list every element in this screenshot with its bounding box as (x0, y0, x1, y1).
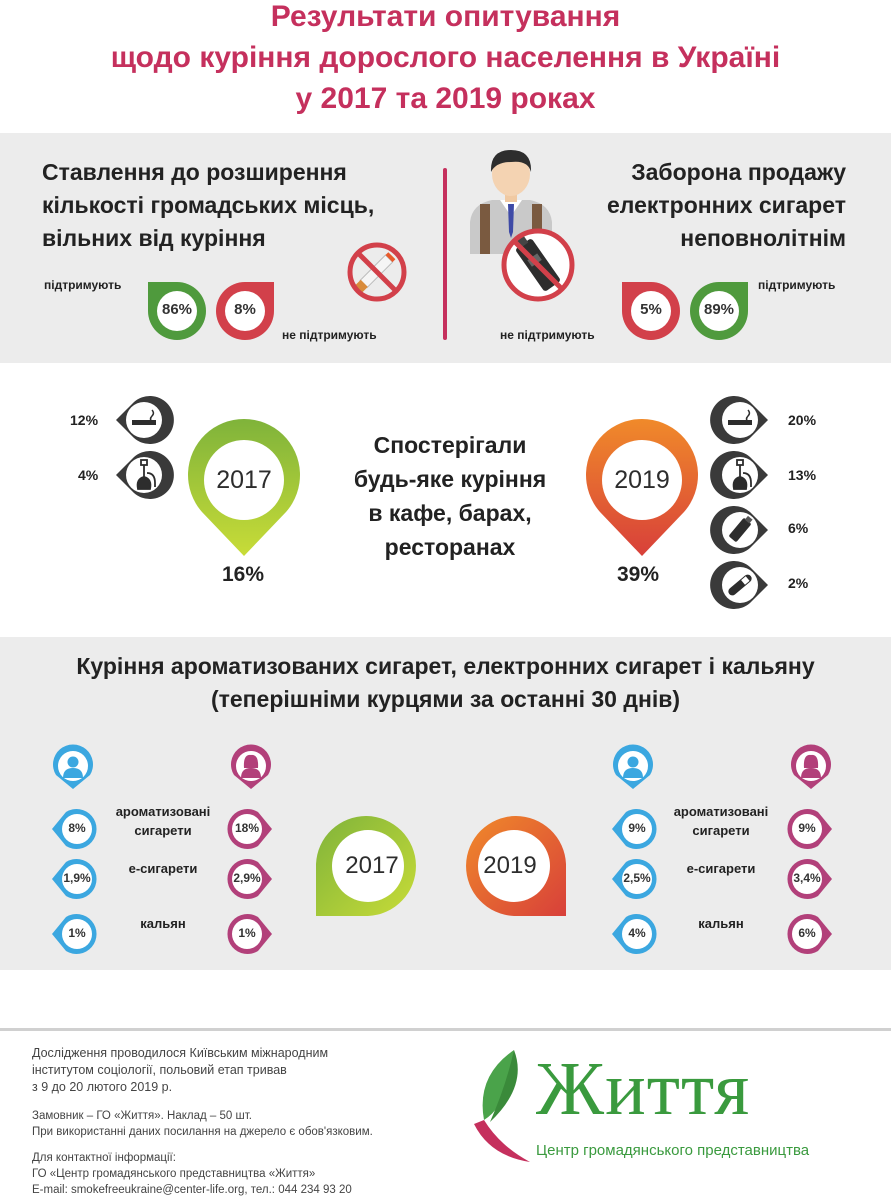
s3-2017-row2-female-pin: 1% (227, 911, 274, 957)
s3-2017-row0-female-pin-value: 18% (234, 821, 260, 835)
oppose-label-left: не підтримують (282, 328, 377, 342)
obs-2019-heated-pin (710, 561, 772, 609)
heated-tobacco-icon (728, 574, 752, 596)
s3-2019-row2-female-pin-value: 6% (798, 926, 816, 940)
section-flavored-band (0, 637, 891, 970)
obs-2017-cigarette-pin (112, 396, 174, 444)
s3-2017-row1-female-pin: 2,9% (227, 856, 274, 902)
obs-2019-ecig-value: 6% (788, 520, 809, 536)
obs-2017-cigarette-value: 12% (70, 412, 99, 428)
footer-order-info: Замовник – ГО «Життя». Наклад – 50 шт. П… (32, 1110, 373, 1138)
s3-2017-row0-female-pin: 18% (227, 806, 274, 852)
s3-2017-row2-label: кальян (140, 916, 186, 931)
s3-2017-row1-female-pin-value: 2,9% (233, 871, 261, 885)
s3-2019-row2-female-pin: 6% (787, 911, 834, 957)
s3-2017-row0-male-pin-value: 8% (68, 821, 86, 835)
support-label-right: підтримують (758, 278, 836, 292)
support-pin-left: 86% (146, 280, 208, 342)
s3-2017-row0-male-pin: 8% (50, 806, 97, 852)
s3-2019-row2-male-pin-value: 4% (628, 926, 646, 940)
s3-2017-row2-male-pin: 1% (50, 911, 97, 957)
male-user-icon (63, 756, 83, 778)
section1-divider (443, 168, 447, 340)
s3-2019-row1-female-pin-value: 3,4% (793, 871, 821, 885)
logo-leaf-icon (470, 1046, 540, 1166)
s3-2017-row1-male-pin-value: 1,9% (63, 871, 91, 885)
obs-2019-total: 39% (617, 563, 660, 586)
page-title: Результати опитування щодо куріння дорос… (0, 0, 891, 119)
footer-study-info: Дослідження проводилося Київським міжнар… (32, 1046, 329, 1094)
cigarette-icon (728, 420, 752, 425)
s3-2017-female-avatar (228, 744, 274, 791)
obs-2019-cigarette-value: 20% (788, 412, 817, 428)
section1-left-heading: Ставлення до розширення кількості громад… (42, 159, 375, 251)
section1-right-heading: Заборона продажу електронних сигарет неп… (607, 159, 846, 251)
s3-2019-female-avatar (788, 744, 834, 791)
s3-2019-row2-label: кальян (698, 916, 744, 931)
obs-2017-hookah-pin (112, 451, 174, 499)
obs-2017-total: 16% (222, 563, 265, 586)
s3-2017-row2-male-pin-value: 1% (68, 926, 86, 940)
male-user-icon (623, 756, 643, 778)
obs-2017-hookah-value: 4% (78, 467, 99, 483)
year-2017-pin: 2017 (186, 418, 302, 558)
s3-2019-row0-female-pin-value: 9% (798, 821, 816, 835)
no-e-cigarette-icon (498, 225, 578, 305)
title-line-3: у 2017 та 2019 роках (295, 82, 596, 115)
s3-2019-row2-male-pin: 4% (610, 911, 657, 957)
female-user-icon (801, 754, 821, 778)
s3-2019-row0-male-pin-value: 9% (628, 821, 646, 835)
title-line-1: Результати опитування (270, 0, 621, 33)
oppose-pin-left: 8% (214, 280, 276, 342)
section2-heading: Спостерігали будь-яке куріння в кафе, ба… (353, 432, 547, 560)
obs-2019-hookah-value: 13% (788, 467, 817, 483)
section3-heading: Куріння ароматизованих сигарет, електрон… (76, 653, 815, 712)
e-cigarette-icon (729, 515, 753, 542)
s3-2019-row0-label: ароматизовані (673, 804, 769, 819)
s3-2019-row1-male-pin: 2,5% (610, 856, 657, 902)
s3-2017-row0-label: ароматизовані (115, 804, 211, 819)
oppose-label-right: не підтримують (500, 328, 595, 342)
obs-2019-heated-value: 2% (788, 575, 809, 591)
year-2019-pin: 2019 (584, 418, 700, 558)
s3-2019-row1-male-pin-value: 2,5% (623, 871, 651, 885)
female-user-icon (241, 754, 261, 778)
s3-2019-row0-male-pin: 9% (610, 806, 657, 852)
logo-subtitle: Центр громадянського представництва (536, 1142, 810, 1159)
obs-2019-hookah-pin (710, 451, 772, 499)
s3-2019-row1-female-pin: 3,4% (787, 856, 834, 902)
no-smoking-icon (345, 240, 409, 304)
s3-year-2019-pin: 2019 (466, 808, 570, 920)
s3-2019-row0-female-pin: 9% (787, 806, 834, 852)
support-label-left: підтримують (44, 278, 122, 292)
s3-2019-row0-label-2: сигарети (692, 823, 750, 838)
footer-contact-info: Для контактної інформації: ГО «Центр гро… (32, 1152, 352, 1196)
s3-2017-row0-label-2: сигарети (134, 823, 192, 838)
s3-2017-row1-label: е-сигарети (128, 861, 198, 876)
s3-2019-male-avatar (610, 744, 656, 791)
support-pin-right: 89% (688, 280, 750, 342)
cigarette-icon (132, 420, 156, 425)
oppose-pin-right: 5% (620, 280, 682, 342)
s3-2017-row1-male-pin: 1,9% (50, 856, 97, 902)
obs-2019-cigarette-pin (710, 396, 772, 444)
s3-2017-male-avatar (50, 744, 96, 791)
footer-divider (0, 1028, 891, 1031)
s3-2017-row2-female-pin-value: 1% (238, 926, 256, 940)
hookah-icon (136, 459, 156, 490)
s3-year-2017-pin: 2017 (312, 808, 416, 920)
hookah-icon (732, 459, 752, 490)
obs-2019-ecig-pin (710, 506, 772, 554)
logo-wordmark: Життя (536, 1047, 751, 1131)
s3-2019-row1-label: е-сигарети (686, 861, 756, 876)
title-line-2: щодо куріння дорослого населення в Украї… (110, 41, 781, 74)
